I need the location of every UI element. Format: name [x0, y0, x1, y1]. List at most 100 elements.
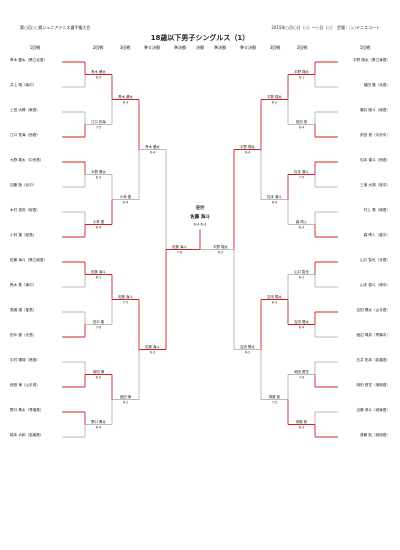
score: 6-4 — [123, 201, 128, 205]
player-name: 松本 湊斗（西高） — [360, 157, 390, 162]
score: 6-4 — [150, 151, 155, 155]
winner-name: 平野 翔太 — [267, 94, 282, 99]
score: 6-2 — [245, 351, 250, 355]
column-header: 3回戦 — [270, 44, 281, 50]
player-name: 石井 拓真（若葉高） — [357, 357, 391, 362]
score: 6-4 — [96, 426, 101, 430]
score: 6-3 — [272, 301, 277, 305]
player-name: 中村 陽翔（港高） — [10, 357, 40, 362]
player-name: 岡田 蒼空（港南高） — [357, 382, 391, 387]
winner-name: 小林 蓮 — [93, 219, 105, 224]
player-name: 三浦 大翔（桜中） — [360, 182, 390, 187]
winner-name: 江口 拓海 — [91, 119, 106, 124]
score: 6-4 — [272, 201, 277, 205]
player-name: 上田 大輝（東高） — [10, 107, 40, 112]
winner-name: 松本 湊斗 — [267, 194, 282, 199]
score: 6-3 — [96, 176, 101, 180]
player-name: 加藤 陸（北中） — [10, 182, 36, 187]
winner-name: 野口 奏太 — [91, 419, 106, 424]
column-header: 2回戦 — [93, 44, 104, 50]
column-header: 1回戦 — [30, 44, 41, 50]
info: 2015年○月○日（○）〜○日（○） 会場：○○テニスコート — [271, 24, 380, 30]
score: 6-3 — [218, 251, 223, 255]
player-name: 前田 悠（中央中） — [360, 132, 390, 137]
score: 7-6 — [177, 251, 182, 255]
score: 6-4 — [245, 151, 250, 155]
player-name: 田中 樹（光高） — [10, 332, 36, 337]
score: 7-6 — [299, 376, 304, 380]
winner-name: 佐藤 海斗 — [118, 294, 133, 299]
winner-name: 田中 樹 — [93, 319, 105, 324]
winner-name: 佐藤 海斗 — [172, 244, 187, 249]
winner-name: 松本 湊斗 — [294, 169, 309, 174]
winner-name: 西田 律 — [120, 394, 132, 399]
player-name: 村上 颯（緑高） — [364, 207, 390, 212]
score: 7-5 — [96, 126, 101, 130]
player-name: 佐藤 海斗（県立南高） — [10, 257, 47, 262]
player-name: 小林 蓮（緑高） — [10, 232, 36, 237]
winner-name: 西田 律 — [93, 369, 105, 374]
score: 6-3 — [123, 101, 128, 105]
title: 18歳以下男子シングルス（1） — [151, 33, 250, 42]
winner-name: 斉藤 航 — [269, 394, 281, 399]
player-name: 大野 颯太（中央高） — [10, 157, 44, 162]
column-header: 決勝 — [196, 44, 204, 50]
score: 6-2 — [299, 276, 304, 280]
score: 6-1 — [96, 276, 101, 280]
player-name: 井上 翔（南中） — [10, 82, 36, 87]
winner-name: 平野 翔太 — [213, 244, 228, 249]
score: 6-4 — [299, 126, 304, 130]
player-name: 木村 悠真（桜高） — [10, 207, 40, 212]
winner-name: 斉藤 航 — [296, 419, 308, 424]
player-name: 森 晴人（星中） — [364, 232, 390, 237]
player-name: 鈴木 蒼（東中） — [10, 282, 36, 287]
winner-name: 平野 翔太 — [294, 69, 309, 74]
player-name: 江口 拓海（西高） — [10, 132, 40, 137]
final-label: 優勝 — [196, 204, 205, 211]
player-name: 藤井 陸斗（南高） — [360, 107, 390, 112]
column-header: 準決勝 — [174, 44, 186, 50]
score: 7-5 — [123, 301, 128, 305]
winner-name: 青木 健太 — [118, 94, 133, 99]
score: 6-4 — [299, 326, 304, 330]
score: 6-3 — [150, 351, 155, 355]
player-name: 吉田 陽太（山手高） — [357, 307, 391, 312]
score: 6-2 — [96, 76, 101, 80]
player-name: 橋本 大和（若葉高） — [10, 432, 44, 437]
score: 6-3 — [299, 226, 304, 230]
player-name: 近藤 悠斗（城東高） — [357, 407, 391, 412]
column-header: 準々決勝 — [240, 44, 256, 50]
winner-name: 前田 悠 — [296, 119, 308, 124]
column-header: 準決勝 — [214, 44, 226, 50]
final-score: 6-4 6-3 — [194, 223, 207, 227]
winner-name: 平野 翔太 — [240, 144, 255, 149]
winner-name: 佐藤 海斗 — [145, 344, 160, 349]
winner-name: 吉田 陽太 — [240, 344, 255, 349]
column-header: 3回戦 — [120, 44, 131, 50]
winner-name: 青木 健太 — [91, 69, 106, 74]
winner-name: 吉田 陽太 — [267, 294, 282, 299]
winner-name: 岡田 蒼空 — [294, 369, 309, 374]
score: 6-0 — [96, 376, 101, 380]
player-name: 高橋 湊（星高） — [10, 307, 36, 312]
player-name: 山口 智也（光高） — [360, 257, 390, 262]
winner-name: 小林 蓮 — [120, 194, 132, 199]
org: 第○回○○県ジュニアテニス選手権大会 — [20, 24, 90, 30]
winner-name: 吉田 陽太 — [294, 319, 309, 324]
column-header: 2回戦 — [297, 44, 308, 50]
player-name: 斉藤 航（城西高） — [360, 432, 390, 437]
score: 6-4 — [96, 226, 101, 230]
player-name: 福田 蓮（北高） — [364, 82, 390, 87]
winner-name: 大野 颯太 — [91, 169, 106, 174]
champion: 佐藤 海斗 — [189, 213, 210, 220]
player-name: 平野 翔太（県立東高） — [353, 57, 390, 62]
player-name: 西田 律（山手高） — [10, 382, 40, 387]
winner-name: 山口 智也 — [294, 269, 309, 274]
player-name: 山本 優斗（港中） — [360, 282, 390, 287]
player-name: 渡辺 颯真（青葉中） — [357, 332, 391, 337]
score: 7-5 — [299, 176, 304, 180]
column-header: 準々決勝 — [144, 44, 160, 50]
score: 6-1 — [299, 76, 304, 80]
